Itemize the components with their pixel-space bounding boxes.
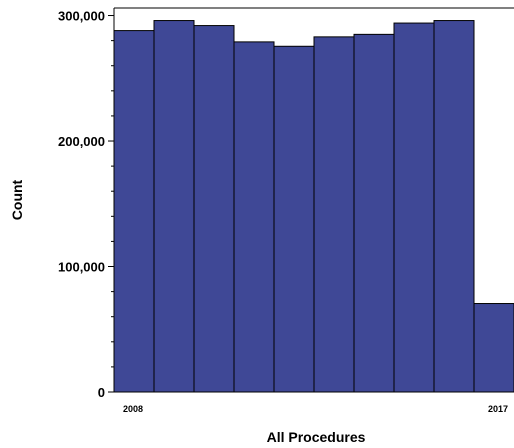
y-ticks-group: 0 100,000 200,000 300,000 [58,9,114,400]
x-axis-title: All Procedures [267,429,366,445]
y-tick-label: 0 [98,385,105,400]
x-tick-label-last: 2017 [488,404,508,414]
y-tick-label: 100,000 [58,260,105,275]
bar-2013 [313,36,355,393]
bar-2010 [193,25,235,393]
x-tick-label-first: 2008 [123,404,143,414]
bar-2011 [233,41,275,393]
bar-2014 [353,33,395,393]
bar-2009 [153,20,195,393]
y-tick-label: 300,000 [58,9,105,24]
y-axis-title: Count [9,179,25,220]
bar-2016 [433,20,475,393]
bar-2008 [113,30,155,393]
bars-group [113,20,514,393]
bar-2017 [473,303,514,393]
y-tick-label: 200,000 [58,134,105,149]
bar-2015 [393,22,435,393]
bar-2012 [273,45,315,393]
